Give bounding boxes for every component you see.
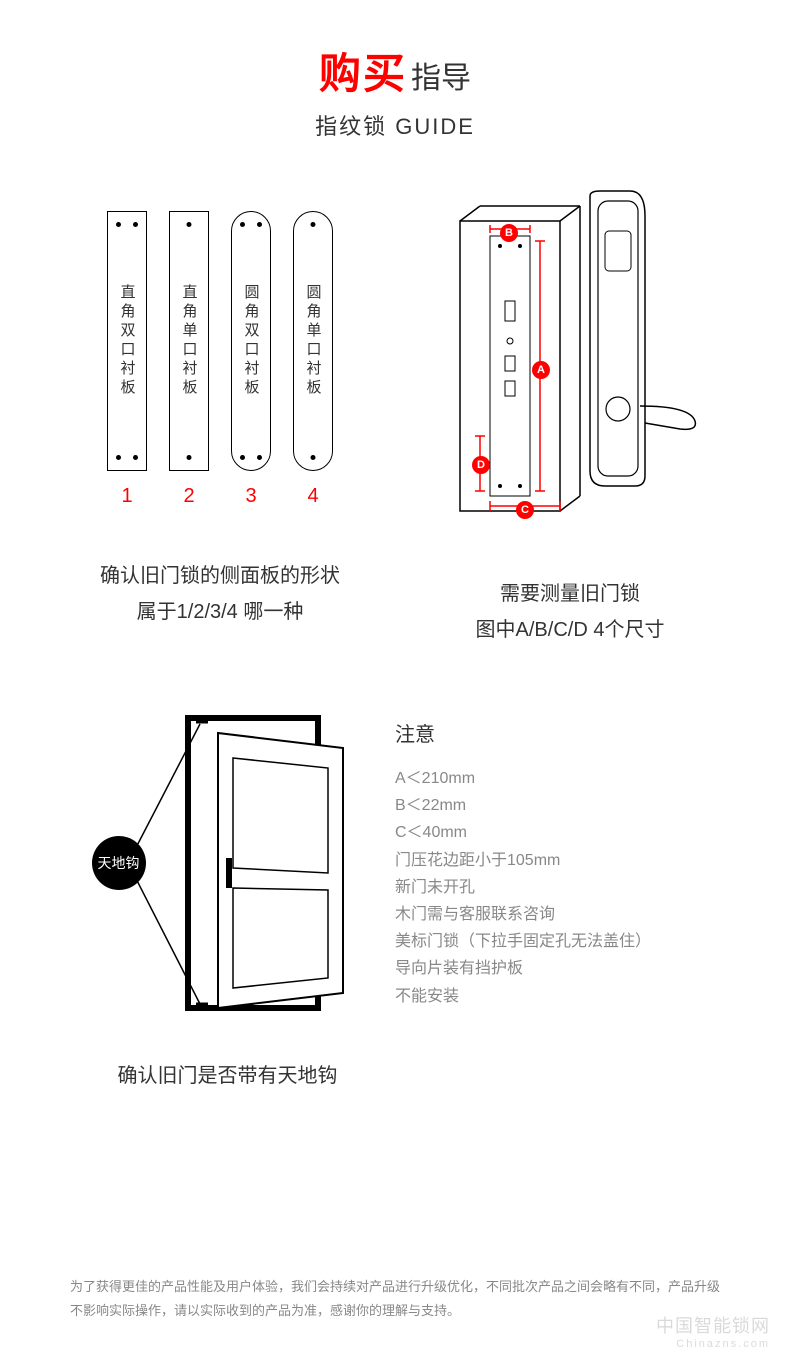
badge-d: D — [472, 456, 490, 474]
plates-desc: 确认旧门锁的侧面板的形状 属于1/2/3/4 哪一种 — [60, 558, 380, 630]
notice-line-2: C＜40mm — [395, 819, 730, 846]
plate-1: 直角双口衬板 1 — [107, 211, 147, 508]
hook-callout: 天地钩 — [92, 836, 146, 890]
plate-2-label: 直角单口衬板 — [179, 284, 200, 398]
badge-a: A — [532, 361, 550, 379]
notice-line-7: 导向片装有挡护板 — [395, 955, 730, 982]
section-plates-lock: 直角双口衬板 1 直角单口衬板 2 圆角双口衬板 3 — [0, 141, 790, 648]
title-small: 指导 — [411, 53, 471, 97]
subtitle: 指纹锁 GUIDE — [0, 109, 790, 141]
notice-line-6: 美标门锁（下拉手固定孔无法盖住） — [395, 928, 730, 955]
notice-line-1: B＜22mm — [395, 792, 730, 819]
plate-1-label: 直角双口衬板 — [117, 284, 138, 398]
notice-line-8: 不能安装 — [395, 983, 730, 1010]
notice-title: 注意 — [395, 718, 730, 747]
plate-3: 圆角双口衬板 3 — [231, 211, 271, 508]
notice-line-4: 新门未开孔 — [395, 874, 730, 901]
guide-header: 购买 指导 指纹锁 GUIDE — [0, 0, 790, 141]
lock-desc-line1: 需要测量旧门锁 — [410, 576, 730, 612]
watermark: 中国智能锁网 Chinazns.com — [656, 1312, 770, 1350]
notice-column: 注意 A＜210mm B＜22mm C＜40mm 门压花边距小于105mm 新门… — [395, 708, 730, 1010]
plate-2-num: 2 — [183, 485, 194, 508]
plates-column: 直角双口衬板 1 直角单口衬板 2 圆角双口衬板 3 — [60, 181, 380, 630]
watermark-main: 中国智能锁网 — [656, 1312, 770, 1338]
door-desc: 确认旧门是否带有天地钩 — [60, 1058, 395, 1094]
plate-3-num: 3 — [245, 485, 256, 508]
notice-line-5: 木门需与客服联系咨询 — [395, 901, 730, 928]
plate-4-label: 圆角单口衬板 — [303, 284, 324, 398]
plate-2: 直角单口衬板 2 — [169, 211, 209, 508]
badge-b: B — [500, 224, 518, 242]
lock-desc-line2: 图中A/B/C/D 4个尺寸 — [410, 612, 730, 648]
notice-line-3: 门压花边距小于105mm — [395, 847, 730, 874]
door-column: 天地钩 确认旧门是否带有天地钩 — [60, 708, 395, 1094]
lock-desc: 需要测量旧门锁 图中A/B/C/D 4个尺寸 — [410, 576, 730, 648]
badge-c: C — [516, 501, 534, 519]
plate-1-num: 1 — [121, 485, 132, 508]
section-door-notice: 天地钩 确认旧门是否带有天地钩 注意 A＜210mm B＜22mm C＜40mm… — [0, 648, 790, 1094]
lock-column: B A D C 需要测量旧门锁 图中A/B/C/D 4个尺寸 — [410, 181, 730, 648]
plate-4-num: 4 — [307, 485, 318, 508]
plate-3-label: 圆角双口衬板 — [241, 284, 262, 398]
plates-desc-line2: 属于1/2/3/4 哪一种 — [60, 594, 380, 630]
watermark-sub: Chinazns.com — [656, 1338, 770, 1350]
title-big: 购买 — [319, 40, 407, 101]
plates-desc-line1: 确认旧门锁的侧面板的形状 — [60, 558, 380, 594]
plates-box: 直角双口衬板 1 直角单口衬板 2 圆角双口衬板 3 — [60, 211, 380, 508]
notice-line-0: A＜210mm — [395, 765, 730, 792]
plate-4: 圆角单口衬板 4 — [293, 211, 333, 508]
